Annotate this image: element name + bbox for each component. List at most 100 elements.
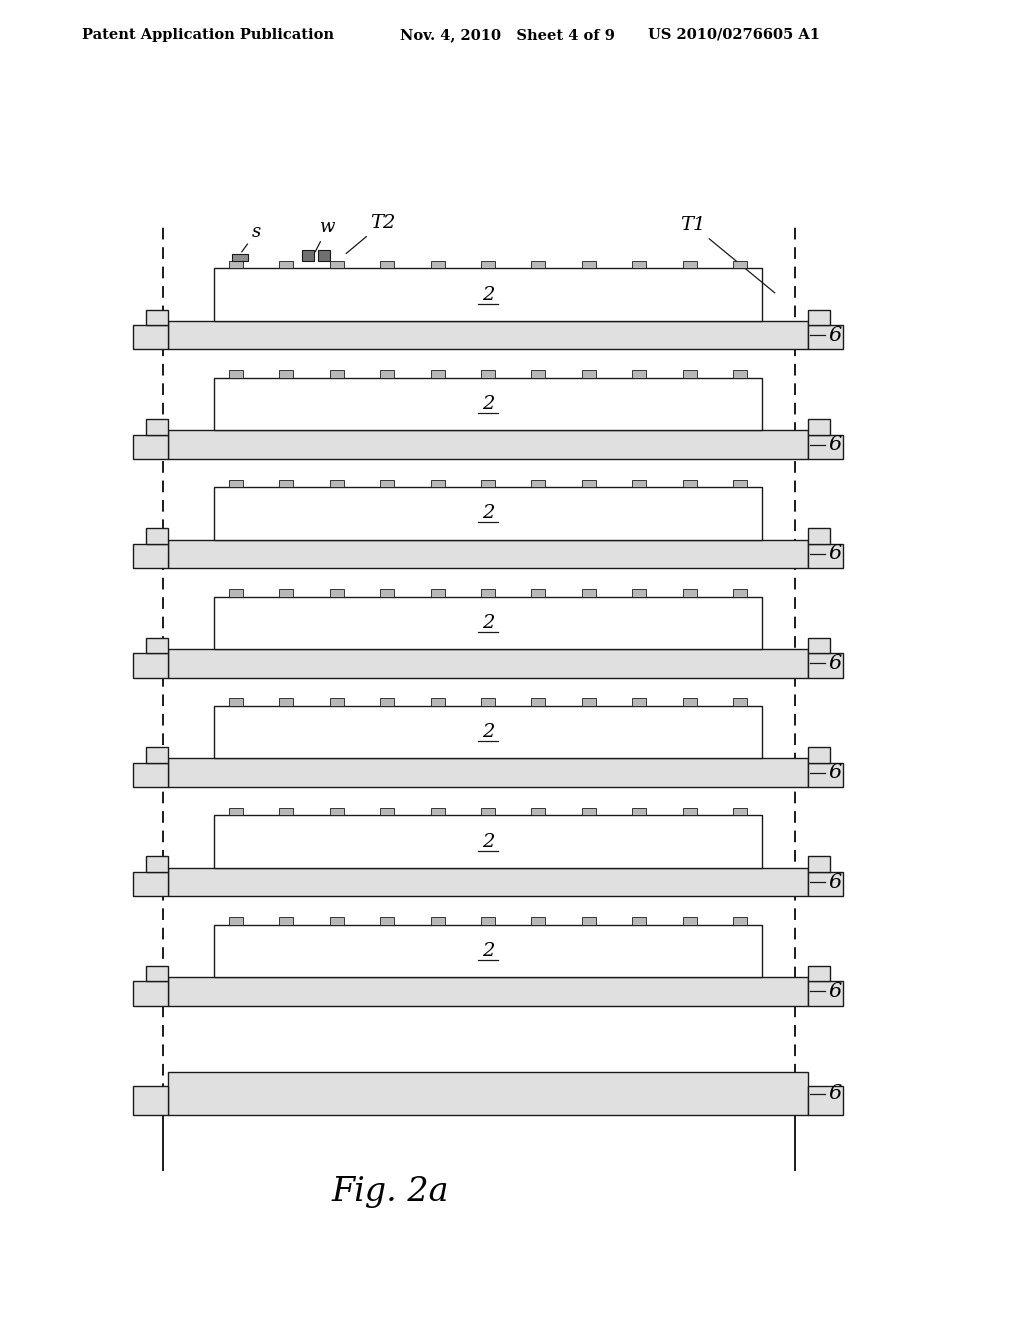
Bar xyxy=(582,808,596,816)
Bar xyxy=(214,706,762,759)
Bar xyxy=(380,261,394,268)
Text: 6: 6 xyxy=(828,763,842,783)
Bar xyxy=(133,325,168,350)
Text: 6: 6 xyxy=(828,544,842,564)
Text: T2: T2 xyxy=(346,214,395,253)
Text: 6: 6 xyxy=(828,1084,842,1104)
Bar xyxy=(733,479,746,487)
Bar xyxy=(582,479,596,487)
Bar xyxy=(280,370,294,378)
Bar xyxy=(431,261,444,268)
Bar xyxy=(632,698,646,706)
Text: 6: 6 xyxy=(828,653,842,673)
Bar xyxy=(168,1072,808,1115)
Bar xyxy=(733,698,746,706)
Text: 2: 2 xyxy=(482,285,495,304)
Bar xyxy=(808,418,830,434)
Bar xyxy=(431,698,444,706)
Bar xyxy=(808,857,830,873)
Text: 2: 2 xyxy=(482,614,495,632)
Bar xyxy=(146,747,168,763)
Bar xyxy=(168,430,808,459)
Bar xyxy=(632,589,646,597)
Bar xyxy=(380,698,394,706)
Text: Patent Application Publication: Patent Application Publication xyxy=(82,28,334,42)
Text: 2: 2 xyxy=(482,833,495,850)
Bar xyxy=(146,966,168,982)
Bar xyxy=(683,917,696,925)
Bar xyxy=(808,528,830,544)
Bar xyxy=(531,589,546,597)
Bar xyxy=(481,698,495,706)
Bar xyxy=(808,638,830,653)
Bar xyxy=(582,261,596,268)
Text: Fig. 2a: Fig. 2a xyxy=(331,1176,449,1208)
Bar xyxy=(168,867,808,896)
Bar xyxy=(683,370,696,378)
Bar xyxy=(146,857,168,873)
Bar xyxy=(481,479,495,487)
Bar xyxy=(481,917,495,925)
Bar xyxy=(330,589,344,597)
Bar xyxy=(531,698,546,706)
Bar xyxy=(232,255,248,261)
Bar xyxy=(531,808,546,816)
Bar xyxy=(229,808,243,816)
Bar xyxy=(683,479,696,487)
Bar xyxy=(431,917,444,925)
Bar xyxy=(531,370,546,378)
Bar xyxy=(683,698,696,706)
Bar xyxy=(632,917,646,925)
Bar xyxy=(808,653,843,677)
Bar xyxy=(146,418,168,434)
Text: 6: 6 xyxy=(828,436,842,454)
Bar xyxy=(214,268,762,321)
Bar xyxy=(808,763,843,787)
Bar xyxy=(330,917,344,925)
Bar xyxy=(808,747,830,763)
Bar xyxy=(214,487,762,540)
Bar xyxy=(431,589,444,597)
Bar xyxy=(582,589,596,597)
Bar xyxy=(146,310,168,325)
Text: w: w xyxy=(315,218,336,252)
Bar xyxy=(380,589,394,597)
Bar xyxy=(632,479,646,487)
Text: s: s xyxy=(242,223,261,252)
Bar xyxy=(133,434,168,459)
Bar xyxy=(330,698,344,706)
Bar xyxy=(632,808,646,816)
Bar xyxy=(733,589,746,597)
Bar xyxy=(531,261,546,268)
Text: Nov. 4, 2010   Sheet 4 of 9: Nov. 4, 2010 Sheet 4 of 9 xyxy=(400,28,614,42)
Text: 2: 2 xyxy=(482,395,495,413)
Bar xyxy=(808,310,830,325)
Bar xyxy=(214,816,762,867)
Bar xyxy=(733,261,746,268)
Bar xyxy=(481,589,495,597)
Bar xyxy=(481,370,495,378)
Bar xyxy=(229,698,243,706)
Bar xyxy=(146,528,168,544)
Bar xyxy=(280,917,294,925)
Bar xyxy=(808,434,843,459)
Bar xyxy=(280,808,294,816)
Bar xyxy=(683,808,696,816)
Bar xyxy=(632,261,646,268)
Text: US 2010/0276605 A1: US 2010/0276605 A1 xyxy=(648,28,820,42)
Bar xyxy=(214,925,762,977)
Bar xyxy=(632,370,646,378)
Bar xyxy=(280,479,294,487)
Bar xyxy=(168,759,808,787)
Bar xyxy=(146,638,168,653)
Bar xyxy=(808,325,843,350)
Bar xyxy=(330,261,344,268)
Bar xyxy=(302,249,314,261)
Bar xyxy=(808,544,843,568)
Bar xyxy=(168,649,808,677)
Bar xyxy=(380,808,394,816)
Bar xyxy=(214,597,762,649)
Bar xyxy=(133,873,168,896)
Bar xyxy=(168,540,808,568)
Bar xyxy=(733,808,746,816)
